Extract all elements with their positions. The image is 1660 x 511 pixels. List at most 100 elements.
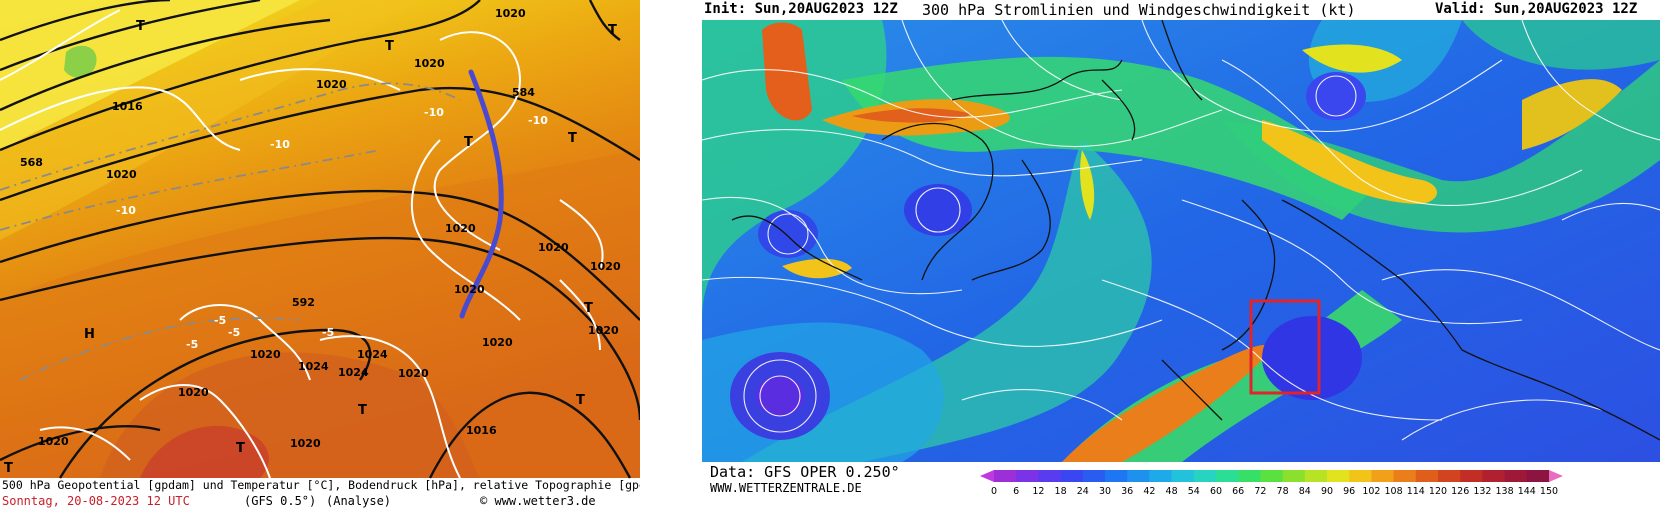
site-footer: WWW.WETTERZENTRALE.DE bbox=[710, 481, 862, 495]
valid-header: Valid: Sun,20AUG2023 12Z bbox=[1435, 1, 1638, 17]
low-marker-h: T bbox=[236, 441, 245, 456]
map-caption-analysis: (Analyse) bbox=[326, 494, 392, 508]
label-584: 584 bbox=[512, 86, 535, 99]
scale-tick-label: 144 bbox=[1518, 486, 1536, 497]
scale-swatch bbox=[1393, 470, 1417, 482]
scale-swatch bbox=[1171, 470, 1195, 482]
scale-tick-label: 108 bbox=[1385, 486, 1403, 497]
right-map-panel: Init: Sun,20AUG2023 12Z 300 hPa Stromlin… bbox=[702, 0, 1660, 511]
scale-tick-label: 42 bbox=[1143, 486, 1155, 497]
scale-tick-label: 24 bbox=[1077, 486, 1089, 497]
label-1016-b: 1016 bbox=[466, 424, 497, 437]
scale-swatch bbox=[1082, 470, 1106, 482]
scale-swatch bbox=[1238, 470, 1261, 482]
jet-max-far-ne bbox=[1302, 44, 1402, 73]
low-marker-c: T bbox=[464, 135, 473, 150]
low-marker-g: T bbox=[358, 403, 367, 418]
jet-green-ne bbox=[1462, 20, 1660, 70]
streamline-map bbox=[702, 20, 1660, 462]
label-1020-e: 1020 bbox=[538, 241, 569, 254]
label-m5-b: -5 bbox=[228, 326, 240, 339]
caption-site-text: www.wetter3.de bbox=[494, 494, 596, 508]
scale-swatch bbox=[1526, 470, 1550, 482]
scale-swatch bbox=[1127, 470, 1150, 482]
low-marker-d: T bbox=[568, 131, 577, 146]
scale-swatch bbox=[1193, 470, 1217, 482]
scale-swatch bbox=[1415, 470, 1439, 482]
colorbar-header-space bbox=[640, 0, 702, 30]
green-spot bbox=[64, 45, 97, 78]
scale-swatch bbox=[1216, 470, 1239, 482]
jet-max-north-core bbox=[852, 108, 972, 123]
label-m5-c: -5 bbox=[322, 326, 334, 339]
jet-max-ne bbox=[1262, 120, 1437, 204]
low-atlantic-core bbox=[756, 376, 804, 416]
scale-tick-label: 90 bbox=[1321, 486, 1333, 497]
highlight-box bbox=[1249, 299, 1321, 395]
low-marker-j: T bbox=[608, 23, 617, 38]
jet-green-north bbox=[842, 56, 1382, 220]
geopotential-map: 1020 1020 1020 1020 1020 1020 1020 1020 … bbox=[0, 0, 640, 479]
label-1016-a: 1016 bbox=[112, 100, 143, 113]
jet-max-west bbox=[762, 22, 812, 121]
scale-tick-label: 12 bbox=[1032, 486, 1044, 497]
scale-swatch bbox=[1460, 470, 1483, 482]
scale-tick-label: 102 bbox=[1362, 486, 1380, 497]
label-m10-c: -10 bbox=[270, 138, 290, 151]
wind-speed-scale: 0 6 12 18 24 30 36 42 48 54 60 66 72 78 84 90 96 102 108 11… bbox=[980, 470, 1563, 497]
low-marker-i: T bbox=[4, 461, 13, 476]
data-source: Data: GFS OPER 0.250° bbox=[710, 463, 900, 481]
label-1020-l: 1020 bbox=[38, 435, 69, 448]
title-header: 300 hPa Stromlinien und Windgeschwindigk… bbox=[922, 1, 1356, 19]
label-1020-n: 1020 bbox=[290, 437, 321, 450]
scale-left-arrow bbox=[980, 470, 994, 482]
label-1024-b: 1024 bbox=[338, 366, 369, 379]
scale-tick-label: 96 bbox=[1343, 486, 1355, 497]
high-marker: H bbox=[84, 327, 95, 342]
label-1020-k: 1020 bbox=[178, 386, 209, 399]
copyright-icon: © bbox=[480, 494, 488, 508]
jet-max-east bbox=[1522, 79, 1622, 150]
scale-tick-label: 48 bbox=[1166, 486, 1178, 497]
label-m10-a: -10 bbox=[424, 106, 444, 119]
low-marker-b: T bbox=[385, 39, 394, 54]
scale-swatch bbox=[1060, 470, 1084, 482]
label-592: 592 bbox=[292, 296, 315, 309]
low-greenland bbox=[904, 184, 972, 236]
scale-swatch bbox=[1016, 470, 1039, 482]
scale-tick-label: 60 bbox=[1210, 486, 1222, 497]
scale-tick-label: 0 bbox=[991, 486, 997, 497]
label-1024-c: 1024 bbox=[298, 360, 329, 373]
scale-swatch bbox=[1149, 470, 1173, 482]
map-caption-site: © www.wetter3.de bbox=[480, 494, 596, 508]
band-gold bbox=[0, 0, 420, 240]
scale-tick-label: 132 bbox=[1473, 486, 1491, 497]
label-1020-g: 1020 bbox=[454, 283, 485, 296]
label-1020-i: 1020 bbox=[588, 324, 619, 337]
low-scandinavia bbox=[1306, 72, 1366, 120]
label-1024-a: 1024 bbox=[357, 348, 388, 361]
label-1020-m: 1020 bbox=[250, 348, 281, 361]
scale-swatch bbox=[1371, 470, 1395, 482]
scale-right-arrow bbox=[1549, 470, 1563, 482]
label-m10-b: -10 bbox=[528, 114, 548, 127]
scale-swatch bbox=[1438, 470, 1461, 482]
scale-tick-label: 120 bbox=[1429, 486, 1447, 497]
scale-swatch bbox=[1105, 470, 1128, 482]
label-1020-f: 1020 bbox=[590, 260, 621, 273]
scale-swatch bbox=[1304, 470, 1328, 482]
band-red bbox=[140, 425, 269, 478]
jet-max-sw bbox=[782, 258, 852, 279]
jet-green-center bbox=[742, 140, 1152, 462]
scale-tick-label: 18 bbox=[1055, 486, 1067, 497]
scale-tick-label: 66 bbox=[1232, 486, 1244, 497]
map-caption-model: (GFS 0.5°) bbox=[244, 494, 317, 508]
scale-swatch bbox=[1282, 470, 1306, 482]
isobars bbox=[0, 9, 604, 479]
init-header: Init: Sun,20AUG2023 12Z bbox=[704, 1, 898, 17]
low-central bbox=[1262, 316, 1362, 400]
low-marker-a: T bbox=[136, 19, 145, 34]
trough-line bbox=[459, 69, 504, 319]
scale-tick-label: 138 bbox=[1496, 486, 1514, 497]
scale-tick-label: 84 bbox=[1299, 486, 1311, 497]
